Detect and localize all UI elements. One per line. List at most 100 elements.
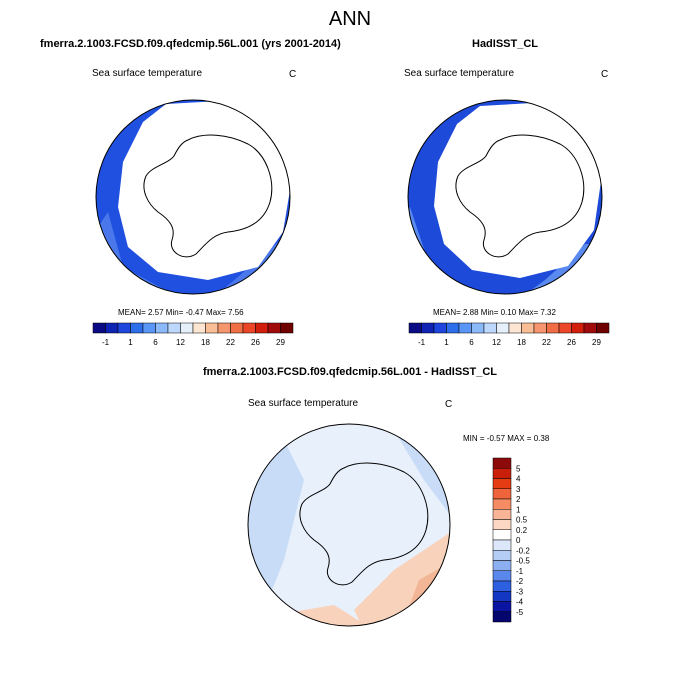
panel-2-title: HadISST_CL (472, 38, 539, 50)
panel-1-map-border (95, 99, 291, 295)
panel-1-units-label: C (289, 69, 297, 80)
panel-3-polar-map (247, 423, 451, 627)
panel-2-colorbar: -1 1 6 12 18 22 26 29 (406, 322, 612, 353)
panel-2-polar-map (407, 99, 603, 295)
panel-1-colorbar-swatch (267, 322, 281, 334)
panel-3-colorbar-tick-label: 4 (516, 475, 521, 484)
panel-2-colorbar-tick-label: 29 (592, 338, 601, 347)
panel-2-colorbar-swatch (546, 322, 560, 334)
panel-1-colorbar-swatch (180, 322, 194, 334)
panel-3-colorbar-tick-label: -5 (516, 608, 524, 617)
panel-2-colorbar-swatch (433, 322, 447, 334)
panel-3-negative-anomaly-west (248, 440, 304, 610)
panel-3-stats: MIN = -0.57 MAX = 0.38 (463, 434, 550, 443)
panel-1-colorbar-swatch (167, 322, 181, 334)
panel-1-antarctica-coastline (143, 134, 273, 258)
panel-3-colorbar-tick-label: -2 (516, 577, 524, 586)
panel-1-colorbar-swatch (92, 322, 106, 334)
panel-2-colorbar-swatch (471, 322, 485, 334)
panel-3-colorbar-swatch (492, 611, 512, 623)
panel-1-polar-map (95, 99, 291, 295)
panel-2-colorbar-swatch (483, 322, 497, 334)
panel-3-colorbar-swatch (492, 580, 512, 592)
panel-2-colorbar-swatch (521, 322, 535, 334)
panel-2-units-label: C (601, 69, 609, 80)
panel-1-colorbar-swatch (280, 322, 294, 334)
panel-3-colorbar-swatch (492, 519, 512, 530)
panel-1-variable-label: Sea surface temperature (92, 68, 203, 79)
panel-1-colorbar-swatch (255, 322, 269, 334)
panel-3-colorbar-tick-label: -4 (516, 598, 524, 607)
panel-1-colorbar-swatch (242, 322, 256, 334)
panel-1-colorbar-swatch (142, 322, 156, 334)
panel-1-colorbar-swatch (155, 322, 169, 334)
panel-3-colorbar-swatch (492, 550, 512, 561)
panel-1-colorbar-swatch (105, 322, 119, 334)
panel-3-colorbar-swatch (492, 529, 512, 541)
panel-2-colorbar-tick-label: 22 (542, 338, 551, 347)
panel-3-antarctica-coastline (299, 462, 429, 586)
panel-2-colorbar-swatch (533, 322, 547, 334)
panel-1-colorbar-tick-label: 26 (251, 338, 260, 347)
panel-3-colorbar-tick-label: 3 (516, 485, 521, 494)
panel-3-colorbar-tick-label: 0.5 (516, 516, 528, 525)
panel-3-colorbar-tick-label: -1 (516, 567, 524, 576)
panel-1-colorbar-swatch (217, 322, 231, 334)
panel-3-colorbar-swatch (492, 478, 512, 489)
panel-2-variable-label: Sea surface temperature (404, 68, 515, 79)
panel-3-colorbar-swatch (492, 498, 512, 510)
panel-1-colorbar: -1 1 6 12 18 22 26 29 (90, 322, 296, 353)
panel-2-colorbar-swatch (421, 322, 435, 334)
panel-2-colorbar-tick-label: 26 (567, 338, 576, 347)
panel-2-colorbar-tick-label: 1 (444, 338, 449, 347)
panel-3-map-border (247, 423, 451, 627)
panel-1-colorbar-tick-label: 22 (226, 338, 235, 347)
panel-2-stats: MEAN= 2.88 Min= 0.10 Max= 7.32 (433, 308, 556, 317)
panel-1-colorbar-swatch (205, 322, 219, 334)
panel-1-colorbar-tick-label: 18 (201, 338, 210, 347)
panel-2-sea-ice-area (434, 102, 602, 278)
panel-3-colorbar-swatch (492, 509, 512, 520)
panel-3-colorbar-swatch (492, 560, 512, 571)
panel-3-colorbar-tick-label: 0.2 (516, 526, 528, 535)
panel-3-colorbar-swatch (492, 591, 512, 602)
panel-3-colorbar-tick-label: 1 (516, 505, 521, 514)
panel-1-colorbar-tick-label: 6 (153, 338, 158, 347)
panel-1-colorbar-swatch (192, 322, 206, 334)
panel-3-title: fmerra.2.1003.FCSD.f09.qfedcmip.56L.001 … (202, 366, 498, 378)
panel-2-colorbar-tick-label: -1 (418, 338, 426, 347)
panel-2-colorbar-swatch (458, 322, 472, 334)
panel-3-colorbar-swatch (492, 539, 512, 551)
panel-3-colorbar-swatch (492, 468, 512, 479)
panel-3-colorbar-swatch (492, 488, 512, 500)
panel-1-colorbar-tick-label: 29 (276, 338, 285, 347)
panel-3-colorbar-swatch (492, 570, 512, 582)
panel-2-colorbar-swatch (596, 322, 610, 334)
panel-2-colorbar-swatch (408, 322, 422, 334)
panel-3-colorbar-tick-label: -3 (516, 587, 524, 596)
panel-3-colorbar-swatch (492, 457, 512, 469)
panel-2-map-border (407, 99, 603, 295)
panel-3-colorbar-tick-label: 0 (516, 536, 521, 545)
panel-1-title: fmerra.2.1003.FCSD.f09.qfedcmip.56L.001 … (40, 38, 341, 50)
panel-3-colorbar-tick-label: -0.5 (516, 557, 530, 566)
panel-3-units-label: C (445, 399, 453, 410)
panel-2-colorbar-tick-label: 18 (517, 338, 526, 347)
panel-1-colorbar-tick-label: -1 (102, 338, 110, 347)
panel-1-colorbar-tick-label: 12 (176, 338, 185, 347)
panel-1-colorbar-swatch (230, 322, 244, 334)
panel-2-colorbar-swatch (583, 322, 597, 334)
panel-2-colorbar-swatch (496, 322, 510, 334)
panel-3-colorbar-tick-label: 2 (516, 495, 521, 504)
panel-2-colorbar-swatch (571, 322, 585, 334)
panel-2-colorbar-swatch (558, 322, 572, 334)
panel-3-colorbar-tick-label: 5 (516, 464, 521, 473)
panel-2-colorbar-tick-label: 12 (492, 338, 501, 347)
panel-2-colorbar-swatch (446, 322, 460, 334)
main-title: ANN (328, 8, 372, 30)
panel-1-colorbar-swatch (117, 322, 131, 334)
panel-2-colorbar-swatch (508, 322, 522, 334)
panel-1-colorbar-swatch (130, 322, 144, 334)
panel-3-colorbar: 5 4 3 2 1 0.5 0.2 0 -0.2 -0.5 -1 -2 -3 -4 -5 (492, 456, 542, 631)
panel-2-colorbar-tick-label: 6 (469, 338, 474, 347)
